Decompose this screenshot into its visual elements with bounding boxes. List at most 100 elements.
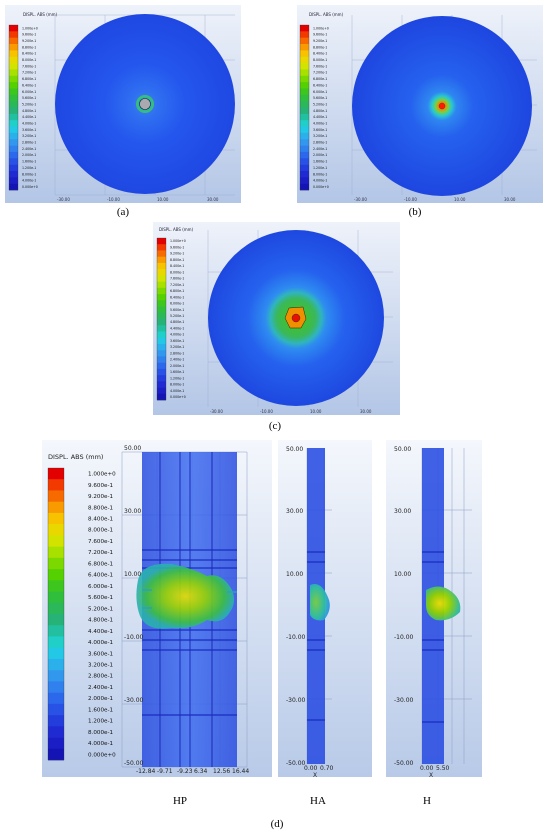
legend-label: 4.400e-1 — [88, 629, 113, 635]
legend-label: 4.000e-1 — [22, 179, 36, 183]
legend-swatch — [9, 37, 18, 45]
svg-text:30.00: 30.00 — [286, 508, 303, 515]
legend-label: 9.600e-1 — [313, 33, 327, 37]
legend-label: 8.800e-1 — [88, 505, 113, 511]
legend-swatch — [9, 69, 18, 77]
legend-label: 5.200e-1 — [22, 102, 36, 106]
legend-frame — [156, 237, 167, 401]
svg-text:DISPL. ABS (mm): DISPL. ABS (mm) — [309, 12, 344, 17]
legend-label: 4.800e-1 — [88, 618, 113, 624]
svg-text:16.44: 16.44 — [232, 768, 249, 775]
legend-swatch — [300, 82, 309, 89]
svg-text:10.00: 10.00 — [310, 409, 322, 414]
legend-swatch — [300, 158, 309, 165]
legend-swatch — [48, 535, 64, 547]
h-axis-letter: X — [429, 772, 433, 777]
svg-text:30.00: 30.00 — [124, 508, 141, 515]
legend-b: DISPL. ABS (mm) 1.000e+0 9.600e-1 9.200e-1… — [299, 12, 344, 191]
legend-label: 1.600e-1 — [88, 707, 113, 713]
svg-text:DISPL. ABS (mm): DISPL. ABS (mm) — [23, 12, 58, 17]
caption-ha: HA — [310, 795, 326, 807]
legend-label: 9.200e-1 — [88, 494, 113, 500]
legend-label: 9.200e-1 — [313, 39, 327, 43]
hp-plot: 50.00 30.00 10.00 -10.00 -30.00 -50.00 -… — [42, 440, 272, 777]
h-plot: 50.00 30.00 10.00 -10.00 -30.00 -50.00 0… — [386, 440, 482, 777]
svg-text:50.00: 50.00 — [394, 446, 411, 453]
legend-label: 5.200e-1 — [170, 314, 184, 318]
legend-swatch — [300, 69, 309, 77]
legend-label: 1.200e-1 — [170, 376, 184, 380]
legend-swatch — [300, 120, 309, 127]
legend-label: 4.400e-1 — [313, 115, 327, 119]
legend-swatch — [9, 50, 18, 58]
panel-c: DISPL. ABS (mm) 1.000e+0 9.600e-1 9.200e-1… — [153, 222, 400, 415]
svg-text:-50.00: -50.00 — [286, 760, 306, 767]
legend-swatch — [48, 501, 64, 514]
legend-label: 0.000e+0 — [170, 395, 186, 399]
legend-swatch — [157, 262, 166, 270]
legend-label: 4.800e-1 — [22, 109, 36, 113]
legend-swatch — [9, 151, 18, 159]
legend-label: 4.000e-1 — [313, 121, 327, 125]
legend-label: 2.800e-1 — [170, 351, 184, 355]
svg-text:-30.00: -30.00 — [286, 697, 306, 704]
legend-a: DISPL. ABS (mm) 1.000e+0 9.600e-1 9.200e-1… — [8, 12, 58, 191]
legend-label: 6.800e-1 — [313, 77, 327, 81]
panel-b: DISPL. ABS (mm) 1.000e+0 9.600e-1 9.200e-1… — [297, 5, 543, 203]
legend-swatch — [157, 238, 166, 245]
legend-label: 2.400e-1 — [313, 147, 327, 151]
h-bulge — [426, 586, 461, 621]
legend-swatch — [9, 158, 18, 165]
legend-label: 3.600e-1 — [22, 128, 36, 132]
ha-x-tick: 0.00 — [304, 765, 318, 772]
legend-swatch — [48, 737, 64, 750]
svg-text:-10.00: -10.00 — [286, 634, 306, 641]
legend-swatch — [48, 591, 64, 604]
legend-label: 8.400e-1 — [313, 52, 327, 56]
legend-label: 4.000e-1 — [88, 640, 113, 646]
legend-label: 2.000e-1 — [88, 696, 113, 702]
legend-label: 3.600e-1 — [88, 651, 113, 657]
legend-swatch — [48, 546, 64, 559]
hp-y-ticks: 50.00 30.00 10.00 -10.00 -30.00 -50.00 — [124, 445, 144, 767]
legend-swatch — [157, 281, 166, 289]
legend-label: 7.600e-1 — [170, 277, 184, 281]
legend-swatch — [157, 244, 166, 251]
legend-label: 0.000e+0 — [313, 185, 329, 189]
legend-swatch — [300, 113, 309, 121]
legend-swatch — [9, 126, 18, 134]
legend-label: 1.000e+0 — [170, 239, 186, 243]
legend-swatch — [300, 177, 309, 184]
legend-swatch — [300, 139, 309, 146]
legend-swatch — [48, 614, 64, 626]
caption-h: H — [423, 795, 431, 807]
svg-text:30.00: 30.00 — [207, 197, 219, 202]
legend-label: 5.200e-1 — [88, 606, 113, 612]
legend-swatch — [300, 37, 309, 45]
legend-swatch — [48, 636, 64, 648]
legend-swatch — [157, 300, 166, 307]
legend-swatch — [9, 56, 18, 64]
legend-label: 2.000e-1 — [22, 153, 36, 157]
legend-swatch — [9, 170, 18, 178]
legend-swatch — [9, 25, 18, 32]
legend-label: 7.600e-1 — [22, 64, 36, 68]
legend-label: 7.600e-1 — [313, 64, 327, 68]
legend-swatch — [300, 25, 309, 32]
legend-label: 8.000e-1 — [170, 383, 184, 387]
legend-label: 6.400e-1 — [170, 295, 184, 299]
legend-swatch — [157, 325, 166, 332]
legend-swatch — [300, 31, 309, 38]
legend-swatch — [48, 692, 64, 705]
legend-swatch — [9, 31, 18, 38]
legend-swatch — [157, 294, 166, 301]
legend-label: 3.200e-1 — [22, 134, 36, 138]
panel-d: 50.00 30.00 10.00 -10.00 -30.00 -50.00 -… — [42, 440, 545, 777]
caption-a: (a) — [116, 206, 130, 218]
legend-label: 2.000e-1 — [313, 153, 327, 157]
legend-swatch — [157, 287, 166, 295]
legend-swatch — [48, 557, 64, 570]
legend-label: 6.400e-1 — [313, 83, 327, 87]
legend-swatch — [48, 602, 64, 615]
legend-label: 0.000e+0 — [22, 185, 38, 189]
